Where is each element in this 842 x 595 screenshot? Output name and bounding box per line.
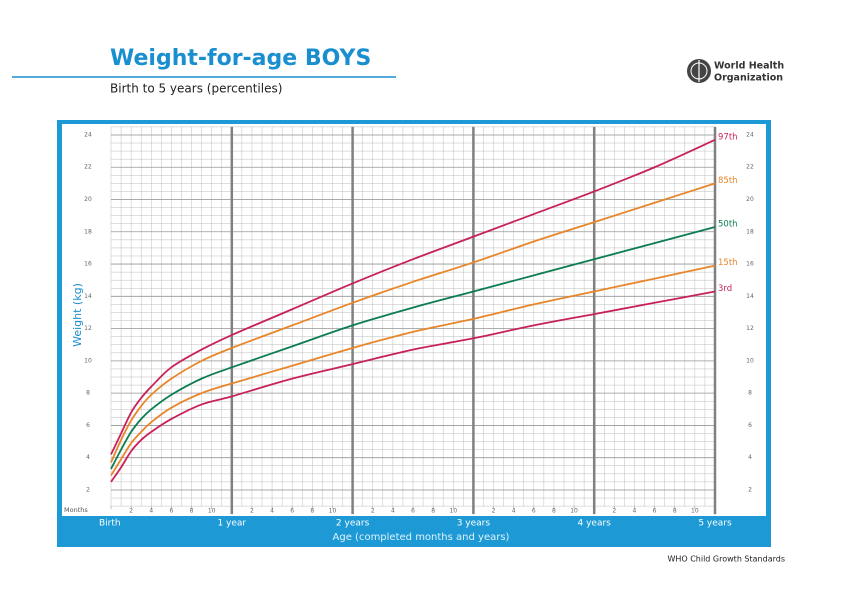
x-tick-label: 3 years	[457, 519, 491, 529]
x-tick-label: 8	[673, 508, 677, 515]
x-tick-label: 1 year	[217, 519, 246, 529]
y-tick-label: 22	[84, 164, 92, 171]
percentile-curve	[110, 264, 716, 476]
x-tick-label: 6	[169, 508, 173, 515]
y-tick-label: 20	[84, 196, 92, 203]
percentile-curve	[110, 226, 716, 470]
x-tick-label: 2	[492, 508, 496, 515]
series-label: 97th	[718, 132, 738, 142]
percentile-curve	[110, 182, 716, 463]
y-tick-label: 12	[84, 325, 92, 332]
y-tick-label: 10	[84, 357, 92, 364]
plot-panel	[62, 124, 766, 516]
y-tick-label: 4	[748, 454, 752, 461]
percentile-curve	[110, 138, 716, 455]
y-tick-label: 24	[84, 131, 92, 138]
y-tick-label: 14	[84, 293, 92, 300]
series-label: 50th	[718, 219, 738, 229]
y-tick-label: 2	[748, 486, 752, 493]
x-tick-label: Birth	[99, 519, 121, 529]
y-axis-label: Weight (kg)	[71, 283, 84, 347]
x-tick-label: 8	[431, 508, 435, 515]
x-tick-label: 5 years	[698, 519, 732, 529]
x-tick-label: 10	[691, 508, 699, 515]
y-tick-label: 6	[748, 422, 752, 429]
y-tick-label: 16	[84, 261, 92, 268]
x-tick-label: 2	[250, 508, 254, 515]
logo-text: Organization	[714, 73, 783, 84]
x-tick-label: 4	[391, 508, 395, 515]
series-label: 3rd	[718, 284, 732, 294]
y-tick-label: 16	[746, 261, 754, 268]
y-tick-label: 18	[84, 228, 92, 235]
chart-title: Weight-for-age BOYS	[110, 46, 371, 71]
source-note: WHO Child Growth Standards	[667, 555, 785, 564]
x-tick-label: 10	[570, 508, 578, 515]
percentile-curve	[110, 290, 716, 483]
x-tick-label: 2 years	[336, 519, 370, 529]
x-tick-label: 10	[329, 508, 337, 515]
x-tick-label: 4	[270, 508, 274, 515]
series-label: 15th	[718, 258, 738, 268]
x-tick-label: 8	[552, 508, 556, 515]
y-tick-label: 12	[746, 325, 754, 332]
y-tick-label: 22	[746, 164, 754, 171]
y-tick-label: 24	[746, 131, 754, 138]
y-tick-label: 2	[86, 486, 90, 493]
x-tick-label: 4 years	[578, 519, 612, 529]
y-tick-label: 20	[746, 196, 754, 203]
x-tick-label: 8	[310, 508, 314, 515]
x-unit-label: Months	[64, 506, 88, 514]
y-tick-label: 18	[746, 228, 754, 235]
x-tick-label: 8	[190, 508, 194, 515]
x-tick-label: 4	[149, 508, 153, 515]
x-tick-label: 4	[512, 508, 516, 515]
x-tick-label: 4	[633, 508, 637, 515]
series-label: 85th	[718, 176, 738, 186]
x-tick-label: 10	[449, 508, 457, 515]
x-tick-label: 2	[371, 508, 375, 515]
x-tick-label: 6	[532, 508, 536, 515]
x-tick-label: 2	[612, 508, 616, 515]
x-tick-label: 6	[653, 508, 657, 515]
x-axis-label: Age (completed months and years)	[333, 532, 510, 543]
logo-text: World Health	[714, 61, 784, 72]
y-tick-label: 6	[86, 422, 90, 429]
y-tick-label: 10	[746, 357, 754, 364]
x-tick-label: 10	[208, 508, 216, 515]
x-tick-label: 6	[290, 508, 294, 515]
logo: World Health Organization	[687, 59, 784, 84]
y-tick-label: 8	[86, 390, 90, 397]
y-tick-label: 4	[86, 454, 90, 461]
x-tick-label: 6	[411, 508, 415, 515]
y-tick-label: 14	[746, 293, 754, 300]
x-tick-label: 2	[129, 508, 133, 515]
chart-subtitle: Birth to 5 years (percentiles)	[110, 82, 282, 96]
y-tick-label: 8	[748, 390, 752, 397]
